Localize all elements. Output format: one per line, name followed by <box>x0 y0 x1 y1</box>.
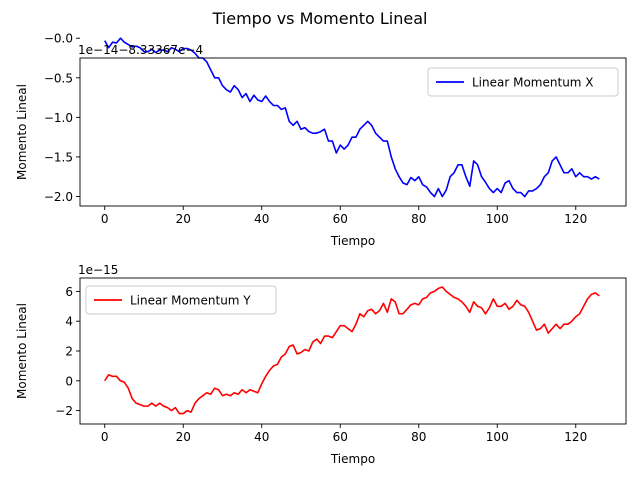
y-tick-label: 4 <box>65 315 73 329</box>
legend-box <box>85 285 277 315</box>
series-line-1-1 <box>104 37 600 198</box>
subplot-2: 0 20 40 60 80 100 120 −2 0 2 4 6 1e−15 Tiempo Momento … <box>15 263 627 466</box>
legend-label: Linear Momentum Y <box>130 294 251 308</box>
x-tick-label: 80 <box>411 212 426 226</box>
y-tick-label: −2.0 <box>44 190 73 204</box>
y-tick-label: −2 <box>55 404 73 418</box>
legend-label: Linear Momentum X <box>472 76 594 90</box>
figure-title: Tiempo vs Momento Lineal <box>212 9 428 28</box>
y-tick-label: −0.5 <box>44 71 73 85</box>
y-tick-label: 0 <box>65 374 73 388</box>
x-tick-label: 0 <box>101 430 109 444</box>
y-offset-text: 1e−14−8.33367e−4 <box>78 43 203 57</box>
axes-frame <box>79 57 627 207</box>
y-tick-label: −1.0 <box>44 111 73 125</box>
x-tick-label: 80 <box>411 430 426 444</box>
legend: Linear Momentum X <box>427 67 619 97</box>
x-tick-label: 100 <box>486 430 509 444</box>
x-tick-label: 40 <box>254 212 269 226</box>
y-axis-label: Momento Lineal <box>15 303 29 399</box>
x-tick-label: 0 <box>101 212 109 226</box>
y-offset-text: 1e−15 <box>78 263 118 277</box>
subplot-1: 0 20 40 60 80 100 120 −2.0 −1.5 −1.0 −0.5 −0.0 1e−14… <box>15 32 627 248</box>
y-axis-label: Momento Lineal <box>15 84 29 180</box>
x-tick-label: 120 <box>564 212 587 226</box>
x-tick-label: 120 <box>564 430 587 444</box>
series-line-2-1 <box>104 286 600 415</box>
x-tick-label: 60 <box>333 430 348 444</box>
y-tick-label: 2 <box>65 345 73 359</box>
x-axis-label: Tiempo <box>330 452 375 466</box>
y-tick-label: −1.5 <box>44 150 73 164</box>
legend: Linear Momentum Y <box>85 285 277 315</box>
x-tick-label: 100 <box>486 212 509 226</box>
x-tick-label: 60 <box>333 212 348 226</box>
x-tick-label: 20 <box>176 212 191 226</box>
x-axis-label: Tiempo <box>330 234 375 248</box>
y-tick-label: −0.0 <box>44 32 73 46</box>
x-tick-label: 40 <box>254 430 269 444</box>
x-tick-label: 20 <box>176 430 191 444</box>
legend-box <box>427 67 619 97</box>
subplots: 0 20 40 60 80 100 120−2.0−1.5−1.0−0.5−0.01e−14… <box>15 32 627 466</box>
y-tick-label: 6 <box>65 285 73 299</box>
